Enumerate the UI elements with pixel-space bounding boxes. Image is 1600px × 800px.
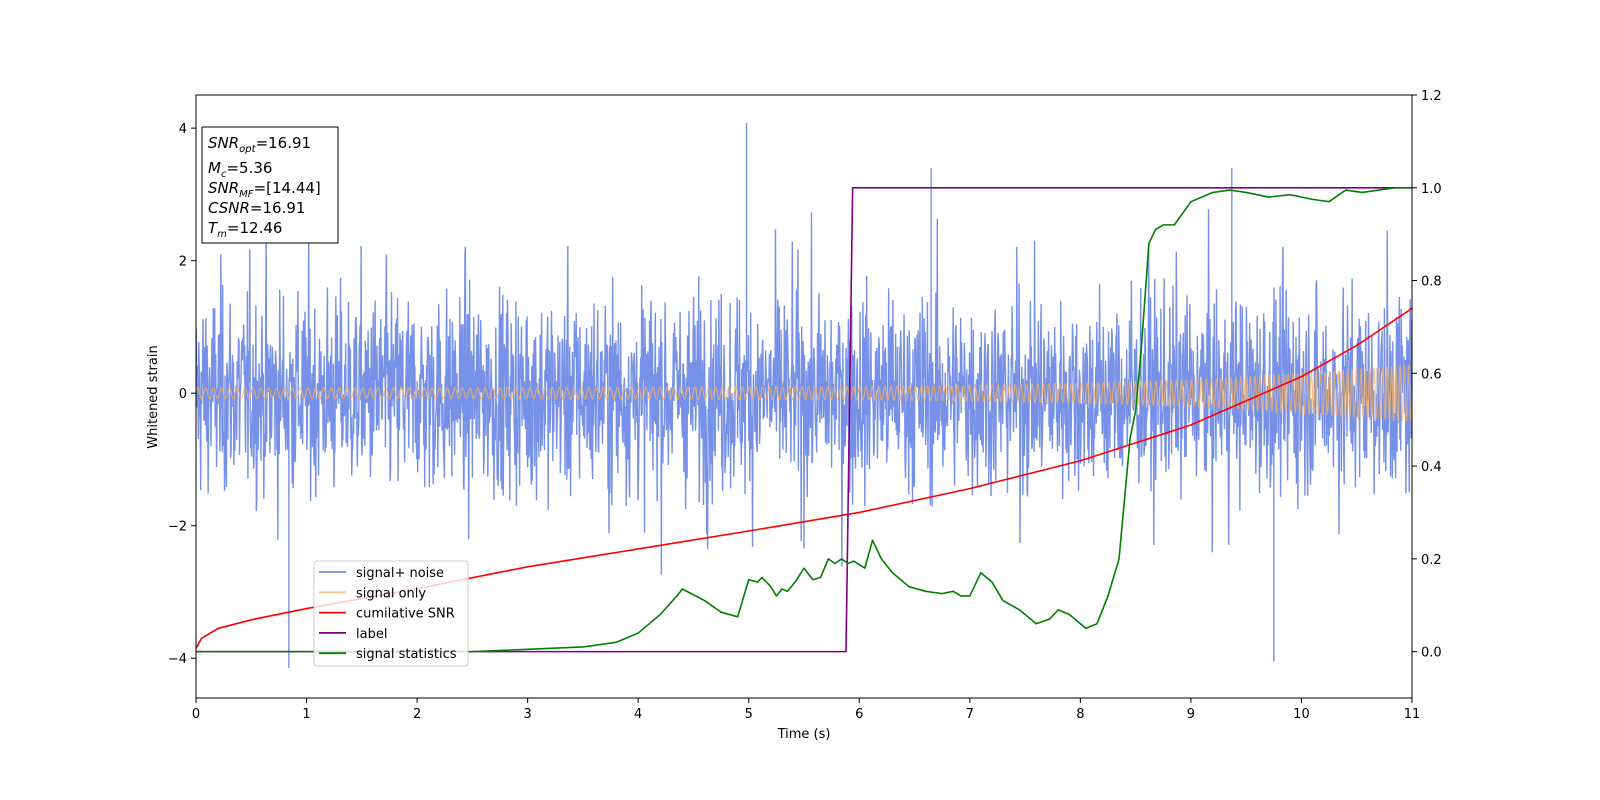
y-right-tick-label: 0.4 (1421, 460, 1442, 475)
x-tick-label: 10 (1293, 707, 1310, 722)
y-left-tick-label: 4 (179, 122, 187, 137)
signal-only-series (196, 364, 1412, 423)
x-tick-label: 7 (966, 707, 974, 722)
line-series-group (196, 186, 1412, 653)
cumulative-snr-line (196, 307, 1412, 649)
y-right-tick-label: 0.2 (1421, 553, 1442, 568)
y-axis-right: 0.0 0.2 0.4 0.6 0.8 1.0 1.2 (1412, 89, 1442, 661)
x-tick-label: 9 (1187, 707, 1195, 722)
x-tick-label: 2 (413, 707, 421, 722)
y-left-tick-label: 0 (179, 387, 187, 402)
annotation-line: Tm=12.46 (208, 219, 282, 240)
stats-annotation-box: SNRopt=16.91 Mc=5.36SNRMF=[14.44]CSNR=16.… (201, 126, 339, 244)
legend-label: label (356, 627, 387, 642)
x-tick-label: 3 (523, 707, 531, 722)
y-right-tick-label: 0.0 (1421, 646, 1442, 661)
legend-label: signal+ noise (356, 566, 444, 581)
annotation-line: SNRopt=16.91 (208, 134, 311, 155)
signal-noise-line (196, 122, 1412, 669)
plot-area (196, 122, 1412, 669)
y-right-tick-label: 0.8 (1421, 275, 1442, 290)
x-axis-label: Time (s) (777, 727, 831, 742)
annotation-frame (201, 126, 339, 244)
signal-only-line (196, 364, 1412, 423)
x-tick-label: 4 (634, 707, 642, 722)
x-axis: 0 1 2 3 4 5 6 7 8 9 10 11 (192, 698, 1420, 722)
legend-label: signal only (356, 586, 426, 601)
y-right-tick-label: 1.2 (1421, 89, 1442, 104)
y-left-tick-label: −2 (168, 520, 187, 535)
y-left-tick-label: 2 (179, 255, 187, 270)
annotation-line: CSNR=16.91 (208, 199, 305, 217)
x-tick-label: 6 (855, 707, 863, 722)
legend-label: signal statistics (356, 647, 457, 662)
signal-statistics-line (196, 186, 1412, 653)
y-axis-left: −4 −2 0 2 4 (168, 122, 196, 667)
legend-frame (313, 560, 469, 667)
signal-noise-series (196, 122, 1412, 669)
x-tick-label: 0 (192, 707, 200, 722)
annotation-line: Mc=5.36 (208, 159, 272, 180)
label-line (196, 186, 1412, 653)
x-tick-label: 1 (302, 707, 310, 722)
x-tick-label: 11 (1404, 707, 1421, 722)
y-right-tick-label: 1.0 (1421, 182, 1442, 197)
legend: signal+ noise signal only cumilative SNR la… (313, 560, 469, 667)
annotation-line: SNRMF=[14.44] (208, 179, 321, 200)
y-left-tick-label: −4 (168, 652, 187, 667)
legend-label: cumilative SNR (356, 607, 455, 622)
y-axis-left-label: Whitened strain (146, 345, 161, 448)
y-right-tick-label: 0.6 (1421, 367, 1442, 382)
x-tick-label: 8 (1076, 707, 1084, 722)
x-tick-label: 5 (745, 707, 753, 722)
plot-frame (195, 94, 1413, 699)
